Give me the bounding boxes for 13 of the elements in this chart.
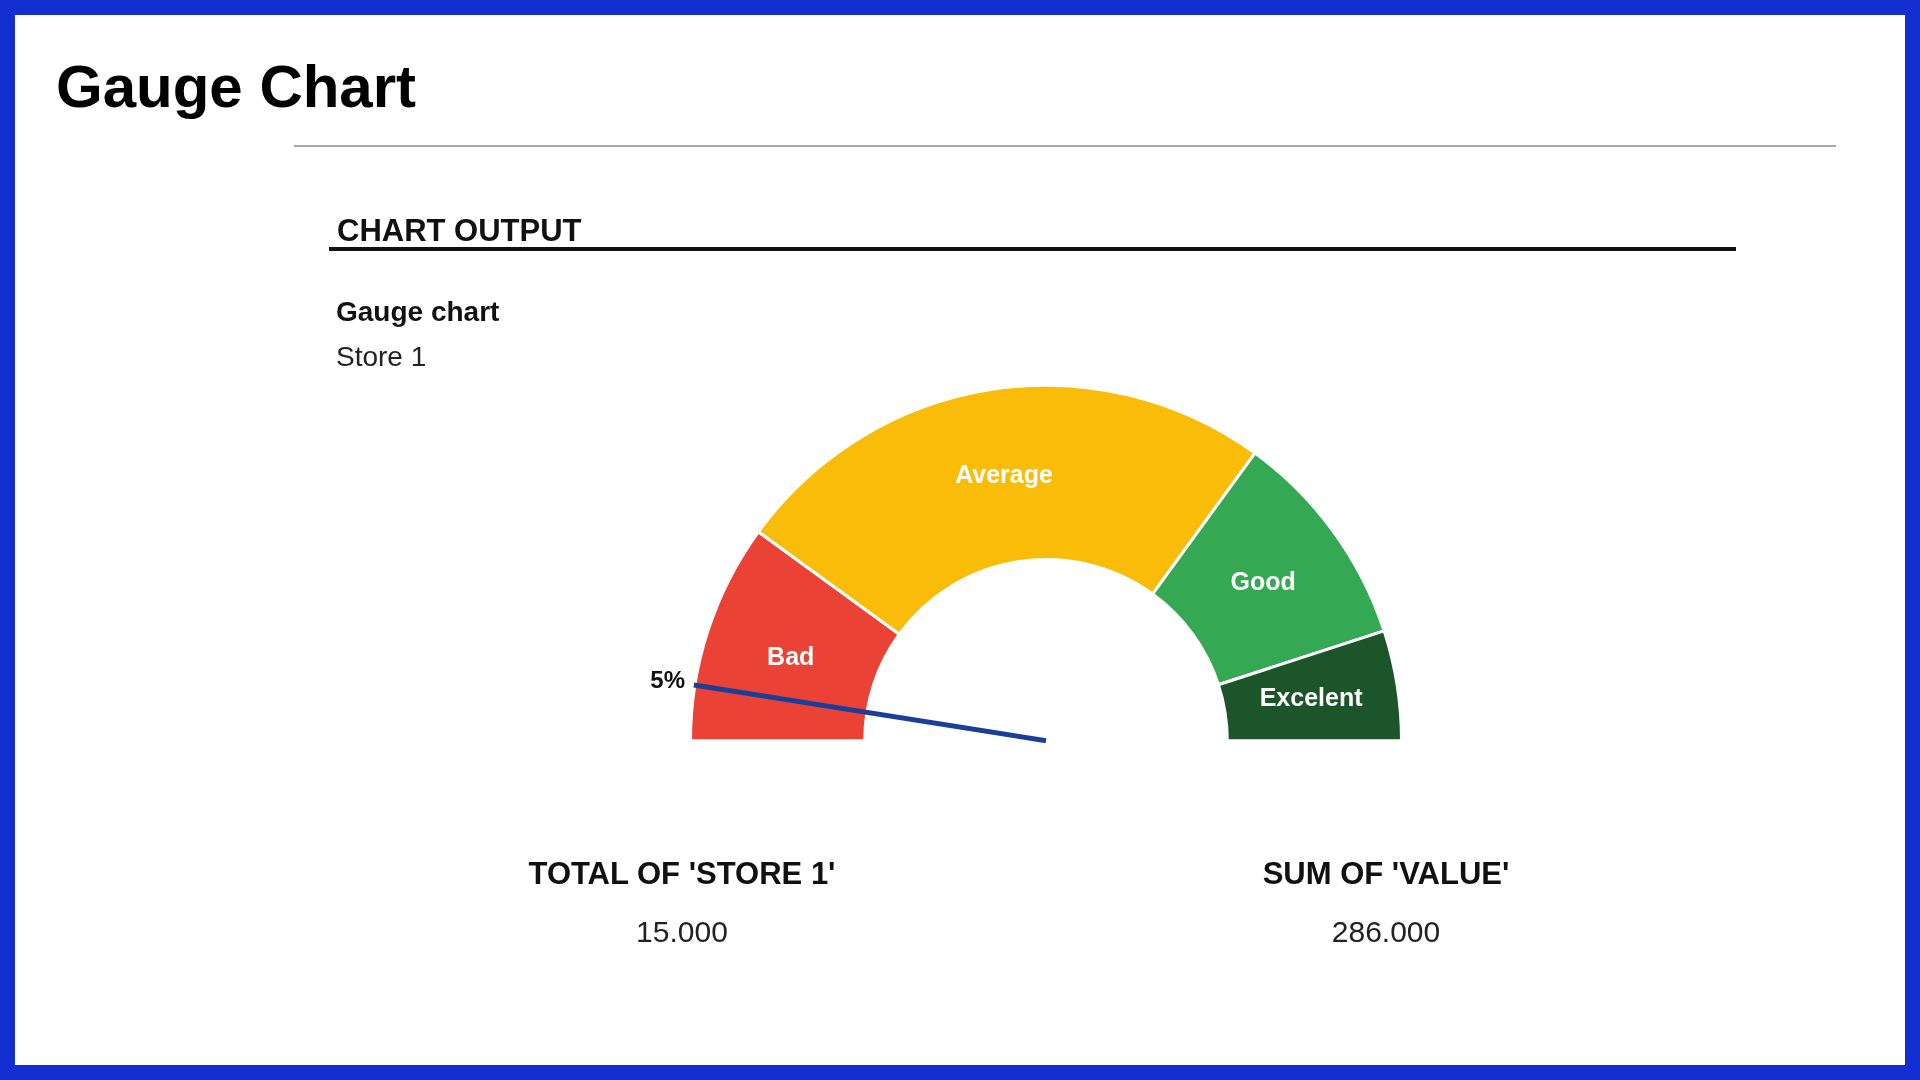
text: SUM OF 'VALUE' — [1262, 856, 1510, 891]
slice-label: Excelent — [1259, 682, 1364, 711]
slice-label: Average — [955, 459, 1053, 488]
text: Store 1 — [336, 341, 427, 372]
slice-label: Bad — [767, 641, 815, 670]
text: Gauge chart — [336, 296, 500, 327]
text: 15.000 — [636, 915, 728, 948]
text: 5% — [650, 666, 685, 694]
text: Gauge Chart — [56, 53, 417, 120]
text: TOTAL OF 'STORE 1' — [528, 856, 836, 891]
text: CHART OUTPUT — [337, 213, 582, 248]
text: 286.000 — [1331, 915, 1441, 948]
slice-label: Good — [1230, 566, 1296, 595]
